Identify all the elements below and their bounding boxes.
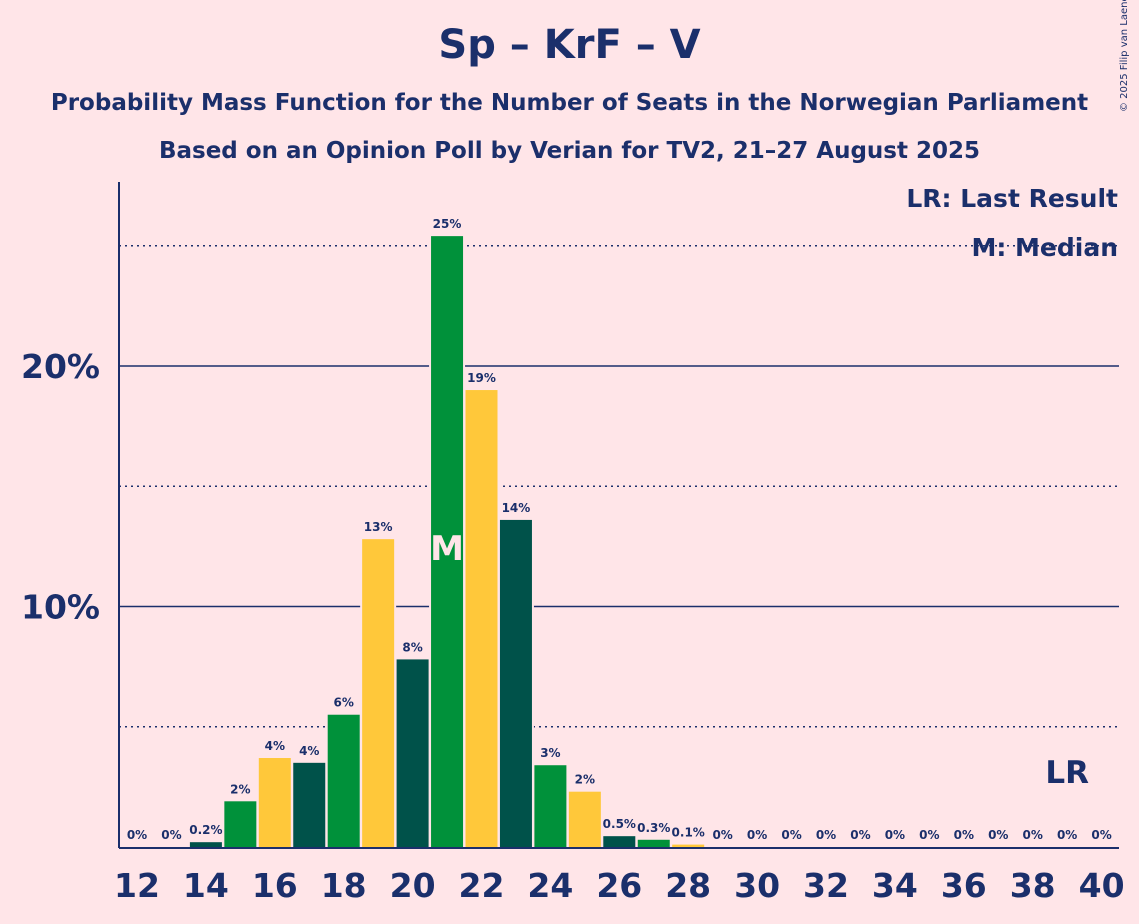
bar-seat-17 [293, 762, 326, 847]
bar-value-label: 0.5% [603, 817, 636, 831]
bar-value-label: 0% [161, 828, 181, 842]
y-tick-label: 20% [21, 347, 100, 386]
x-tick-label: 12 [114, 866, 160, 905]
legend-median: M: Median [971, 233, 1118, 262]
x-tick-label: 22 [459, 866, 505, 905]
y-tick-label: 10% [21, 588, 100, 627]
bar-seat-22 [465, 390, 498, 847]
bar-value-label: 0% [1023, 828, 1043, 842]
bar-value-label: 0.1% [672, 826, 705, 840]
chart-subtitle-1: Probability Mass Function for the Number… [50, 90, 1089, 116]
x-tick-label: 36 [941, 866, 987, 905]
bar-value-label: 0% [954, 828, 974, 842]
chart-subtitle-2: Based on an Opinion Poll by Verian for T… [158, 138, 981, 164]
bar-seat-26 [603, 836, 636, 847]
bar-seat-20 [396, 659, 429, 847]
bar-value-label: 0% [988, 828, 1008, 842]
bar-value-label: 0% [781, 828, 801, 842]
bar-value-label: 0% [127, 828, 147, 842]
bar-value-label: 14% [502, 501, 531, 515]
bar-value-label: 13% [364, 520, 393, 534]
x-tick-label: 38 [1010, 866, 1056, 905]
chart-title: Sp – KrF – V [438, 22, 701, 68]
bar-seat-15 [224, 801, 257, 847]
bar-value-label: 2% [575, 773, 595, 787]
x-tick-label: 24 [527, 866, 573, 905]
bar-value-label: 0% [816, 828, 836, 842]
bar-value-label: 2% [230, 782, 250, 796]
bar-value-label: 0% [747, 828, 767, 842]
x-tick-label: 16 [252, 866, 298, 905]
x-tick-label: 14 [183, 866, 229, 905]
bar-value-label: 6% [334, 696, 354, 710]
bar-value-label: 0% [1091, 828, 1111, 842]
x-tick-label: 30 [734, 866, 780, 905]
x-tick-label: 40 [1079, 866, 1125, 905]
median-marker: M [430, 529, 464, 569]
last-result-marker: LR [1045, 755, 1089, 791]
bar-value-label: 0% [919, 828, 939, 842]
bar-seat-24 [534, 765, 567, 847]
legend-last-result: LR: Last Result [906, 184, 1118, 213]
bar-value-label: 4% [299, 744, 319, 758]
bar-value-label: 0% [1057, 828, 1077, 842]
bar-value-label: 0.2% [189, 823, 222, 837]
bar-seat-18 [327, 714, 360, 847]
bar-seat-27 [637, 839, 670, 847]
bar-value-label: 0% [885, 828, 905, 842]
bar-value-label: 3% [540, 746, 560, 760]
bar-value-label: 25% [433, 217, 462, 231]
bar-value-label: 0.3% [637, 821, 670, 835]
bar-value-label: 8% [402, 640, 422, 654]
x-tick-label: 32 [803, 866, 849, 905]
x-tick-label: 18 [321, 866, 367, 905]
x-tick-label: 34 [872, 866, 918, 905]
x-tick-label: 28 [665, 866, 711, 905]
bar-value-label: 19% [467, 371, 496, 385]
x-tick-label: 20 [390, 866, 436, 905]
bar-value-label: 0% [850, 828, 870, 842]
x-tick-label: 26 [596, 866, 642, 905]
bar-value-label: 0% [712, 828, 732, 842]
bar-seat-25 [568, 791, 601, 847]
bar-seat-14 [189, 842, 222, 847]
bar-seat-28 [672, 844, 705, 847]
bar-seat-21 [431, 236, 464, 847]
bar-seat-16 [258, 758, 291, 847]
bar-seat-19 [362, 539, 395, 847]
bar-value-label: 4% [265, 739, 285, 753]
bar-seat-23 [499, 519, 532, 847]
